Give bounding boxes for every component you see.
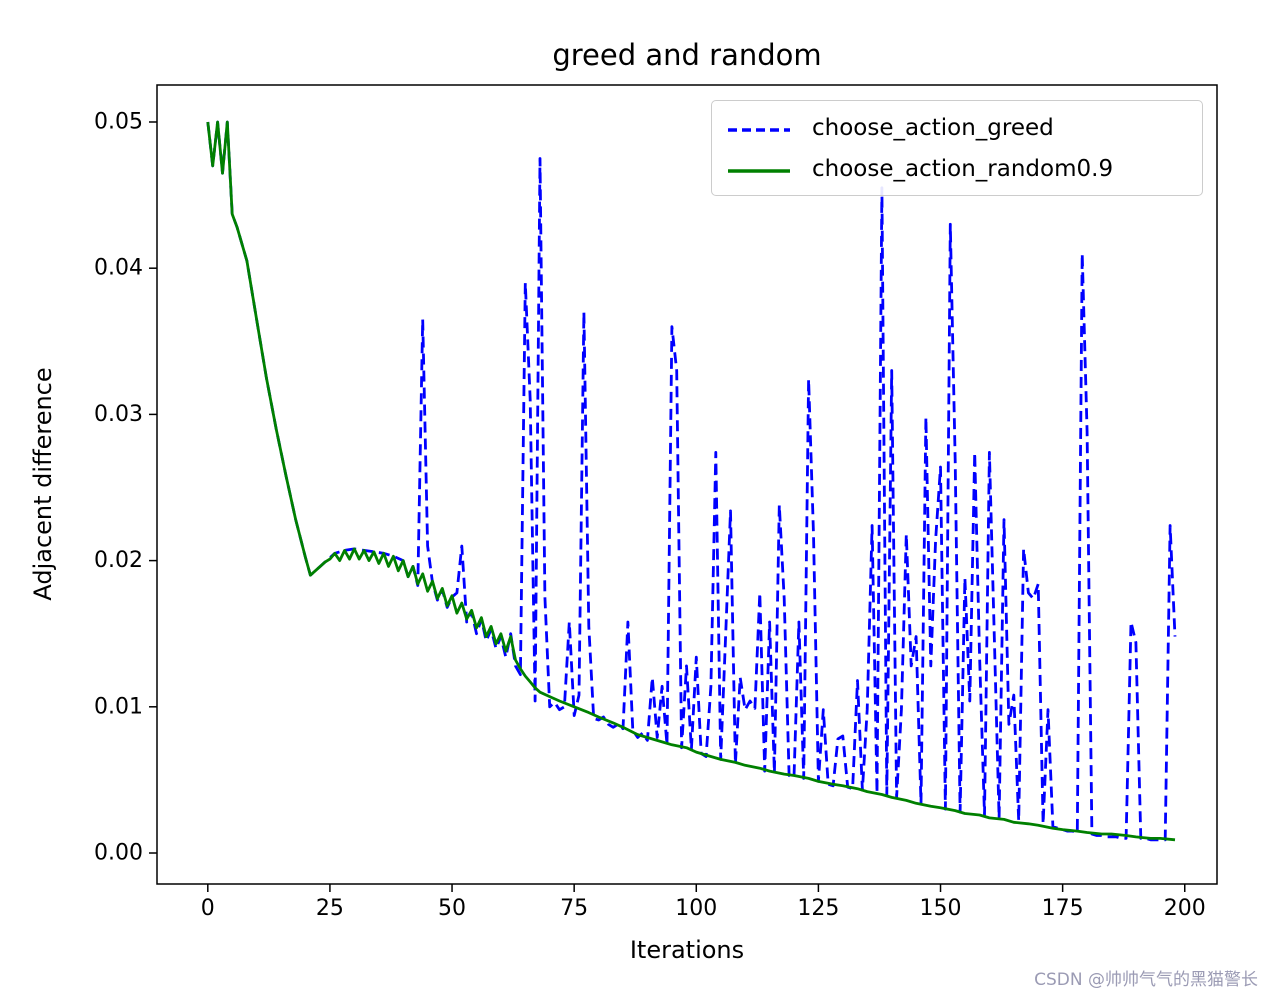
x-tick-label: 200 (1164, 896, 1206, 921)
x-axis-label: Iterations (629, 936, 745, 964)
x-tick-label: 100 (675, 896, 717, 921)
y-tick-label: 0.00 (94, 841, 143, 866)
y-tick-label: 0.04 (94, 256, 143, 281)
legend: choose_action_greed choose_action_random… (711, 100, 1203, 196)
x-tick-label: 150 (920, 896, 962, 921)
x-tick-label: 125 (797, 896, 839, 921)
y-axis-label: Adjacent difference (29, 367, 57, 601)
chart-title: greed and random (552, 38, 822, 72)
solid-line-sample-icon (726, 156, 792, 182)
x-tick-label: 175 (1042, 896, 1084, 921)
x-tick-label: 25 (316, 896, 344, 921)
legend-item-random: choose_action_random0.9 (726, 156, 1188, 182)
legend-label-random: choose_action_random0.9 (812, 155, 1114, 182)
y-tick-label: 0.02 (94, 548, 143, 573)
series-line-greed (206, 120, 1177, 842)
y-tick-label: 0.03 (94, 402, 143, 427)
y-tick-label: 0.05 (94, 109, 143, 134)
series-line-random (206, 120, 1176, 842)
dashed-line-sample-icon (726, 115, 792, 141)
legend-label-greed: choose_action_greed (812, 114, 1054, 141)
watermark: CSDN @帅帅气气的黑猫警长 (1034, 970, 1258, 990)
legend-item-greed: choose_action_greed (726, 115, 1188, 141)
x-tick-label: 50 (438, 896, 466, 921)
x-tick-label: 75 (560, 896, 588, 921)
plot-border (156, 84, 1218, 885)
x-tick-label: 0 (201, 896, 215, 921)
y-tick-label: 0.01 (94, 694, 143, 719)
